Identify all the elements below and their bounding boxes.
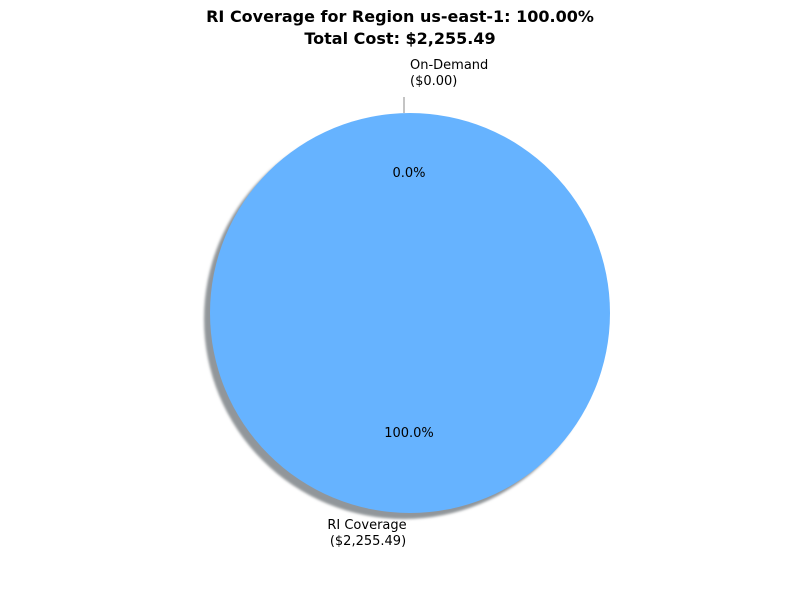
chart-title-line-2: Total Cost: $2,255.49 [304,29,496,48]
pie-slice-ri-coverage [210,113,610,513]
chart-title-line-1: RI Coverage for Region us-east-1: 100.00… [206,7,594,26]
chart-title: RI Coverage for Region us-east-1: 100.00… [0,6,800,50]
slice-amount-ri-coverage: ($2,255.49) [330,534,406,549]
slice-amount-on-demand: ($0.00) [410,74,457,89]
pie-slices [210,113,610,513]
slice-percent-ri-coverage: 100.0% [384,426,434,441]
slice-percent-on-demand: 0.0% [392,166,425,181]
slice-label-on-demand: On-Demand [410,58,488,73]
slice-label-ri-coverage: RI Coverage [327,518,406,533]
